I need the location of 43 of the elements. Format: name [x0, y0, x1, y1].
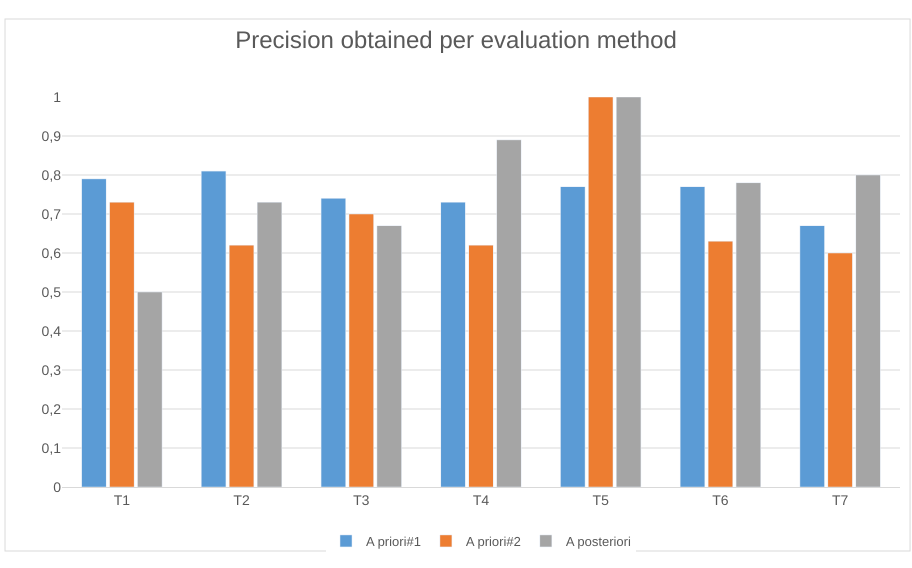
bar	[376, 225, 402, 487]
bar	[468, 244, 494, 487]
legend-label: A priori#2	[466, 534, 521, 550]
bar	[828, 252, 853, 487]
y-tick-label: 0,3	[42, 362, 62, 378]
x-tick-label: T2	[233, 492, 250, 508]
y-tick-label: 0,7	[42, 206, 62, 222]
bar	[440, 202, 466, 487]
bar	[800, 225, 825, 487]
bar	[736, 182, 761, 487]
y-tick-label: 0,2	[42, 400, 62, 417]
bar	[201, 170, 226, 487]
bar	[256, 202, 282, 487]
y-tick-label: 0	[53, 478, 62, 495]
bar	[560, 186, 586, 487]
bar	[856, 174, 881, 487]
legend-label: A priori#1	[366, 534, 421, 550]
bar	[348, 214, 374, 487]
bar	[496, 140, 522, 487]
x-tick-label: T1	[114, 492, 130, 508]
bar	[81, 178, 106, 487]
bar	[680, 186, 706, 487]
y-tick-label: 0,9	[42, 128, 62, 144]
bar	[109, 202, 134, 487]
y-tick-label: 0,6	[42, 244, 62, 261]
x-tick-label: T3	[353, 492, 370, 508]
y-tick-label: 0,1	[42, 440, 62, 456]
legend-label: A posteriori	[566, 534, 631, 550]
y-tick-label: 0,4	[42, 322, 62, 339]
bar	[229, 244, 254, 487]
x-tick-label: T6	[712, 492, 729, 508]
bar	[320, 198, 346, 487]
bar	[616, 97, 642, 487]
x-tick-label: T7	[832, 492, 849, 508]
x-tick-label: T5	[592, 492, 610, 508]
chart-title: Precision obtained per evaluation method	[235, 27, 677, 54]
y-tick-label: 0,8	[42, 166, 62, 183]
y-tick-label: 0,5	[42, 284, 62, 300]
bar	[708, 241, 733, 487]
x-tick-label: T4	[472, 492, 490, 508]
bar	[137, 292, 162, 487]
y-tick-label: 1	[53, 88, 62, 105]
bar	[588, 97, 614, 487]
